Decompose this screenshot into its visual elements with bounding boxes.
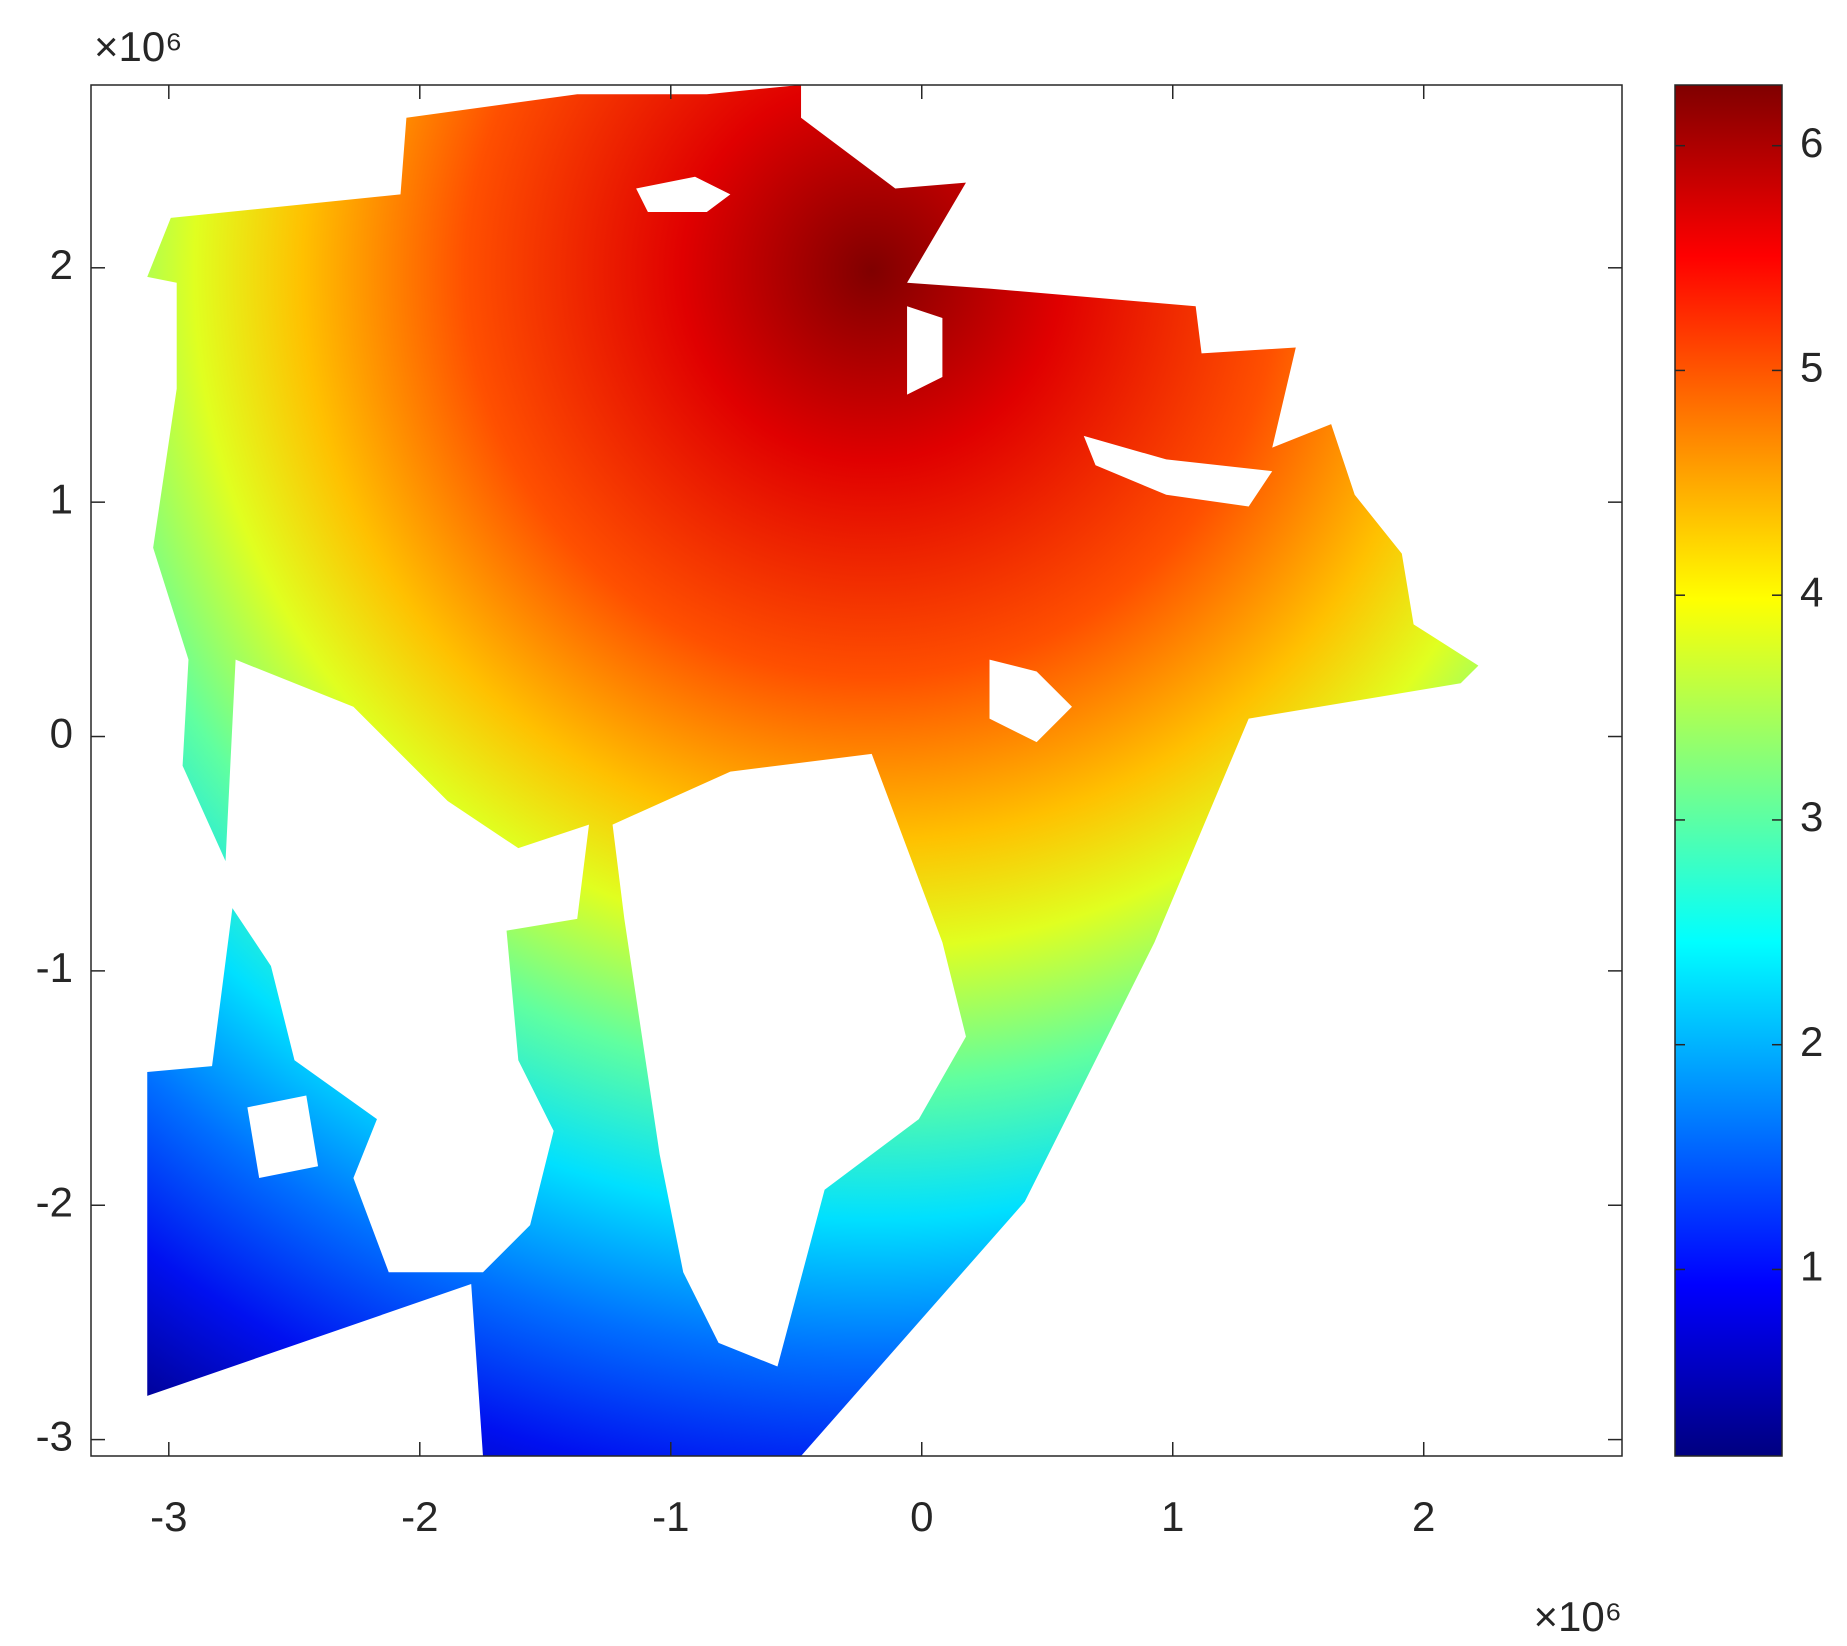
colorbar-tick-label: 4 (1800, 568, 1823, 615)
novaya-zemlya (1083, 435, 1273, 507)
colorbar-tick-label: 5 (1800, 344, 1823, 391)
y-exponent: ×10⁶ (94, 23, 183, 70)
y-tick-label: -1 (36, 944, 73, 991)
y-tick-label: 1 (50, 475, 73, 522)
map-field (147, 84, 1479, 1457)
island (636, 176, 731, 213)
y-tick-label: 2 (50, 241, 73, 288)
x-exponent: ×10⁶ (1533, 1593, 1622, 1640)
island (989, 659, 1072, 743)
y-tick-label: -3 (36, 1413, 73, 1460)
x-tick-label: -1 (652, 1493, 689, 1540)
y-tick-label: 0 (50, 710, 73, 757)
x-tick-label: -3 (150, 1493, 187, 1540)
x-tick-label: 2 (1412, 1493, 1435, 1540)
baffin-land (223, 659, 589, 1273)
island (247, 1095, 319, 1178)
x-tick-label: 1 (1161, 1493, 1184, 1540)
y-tick-label: -2 (36, 1178, 73, 1225)
x-tick-label: -2 (401, 1493, 438, 1540)
svalbard (907, 306, 943, 395)
axes-box (90, 84, 1623, 1457)
colorbar-tick-label: 3 (1800, 793, 1823, 840)
colorbar (1674, 84, 1783, 1457)
colorbar-tick-label: 2 (1800, 1018, 1823, 1065)
colorbar-tick-label: 1 (1800, 1243, 1823, 1290)
greenland (612, 753, 966, 1367)
colorbar-tick-label: 6 (1800, 119, 1823, 166)
x-tick-label: 0 (910, 1493, 933, 1540)
